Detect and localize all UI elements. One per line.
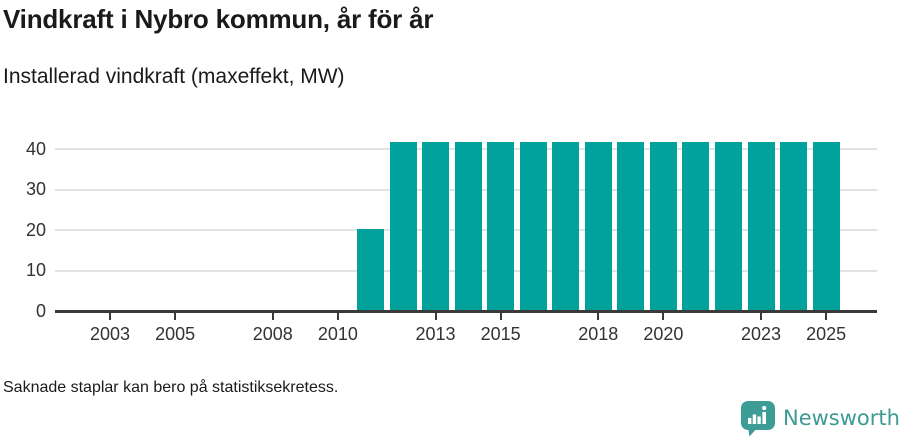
- x-tick-label-2005: 2005: [155, 324, 196, 344]
- bar-2018: [584, 142, 612, 310]
- bar-2024: [780, 142, 808, 310]
- x-tick-2010: [336, 313, 339, 320]
- chart-title: Vindkraft i Nybro kommun, år för år: [3, 4, 434, 34]
- bar-2017: [552, 142, 580, 310]
- y-tick-label-0: 0: [35, 300, 46, 321]
- y-tick-label-30: 30: [25, 179, 46, 200]
- x-tick-2015: [499, 313, 502, 320]
- x-tick-label-2015: 2015: [480, 324, 521, 344]
- x-tick-2003: [109, 313, 112, 320]
- x-tick-label-2010: 2010: [317, 324, 358, 344]
- y-tick-label-40: 40: [25, 138, 46, 159]
- newsworthy-logo-icon: [741, 401, 775, 437]
- bar-2014: [454, 142, 482, 310]
- x-tick-label-2003: 2003: [90, 324, 131, 344]
- x-tick-2013: [434, 313, 437, 320]
- bar-2015: [487, 142, 515, 310]
- bar-2021: [682, 142, 710, 310]
- bar-2016: [519, 142, 547, 310]
- y-tick-label-20: 20: [25, 219, 46, 240]
- x-tick-2020: [662, 313, 665, 320]
- x-tick-label-2018: 2018: [578, 324, 619, 344]
- bar-2025: [812, 142, 840, 310]
- bar-2013: [422, 142, 450, 310]
- footnote: Saknade staplar kan bero på statistiksek…: [3, 379, 339, 396]
- x-tick-label-2008: 2008: [252, 324, 293, 344]
- newsworthy-logo: Newsworthy: [739, 399, 900, 437]
- bar-2012: [389, 142, 417, 310]
- x-tick-label-2023: 2023: [741, 324, 782, 344]
- x-tick-2008: [271, 313, 274, 320]
- bar-2019: [617, 142, 645, 310]
- x-tick-2023: [760, 313, 763, 320]
- newsworthy-logo-text: Newsworthy: [783, 406, 900, 430]
- bar-2022: [715, 142, 742, 310]
- chart-subtitle: Installerad vindkraft (maxeffekt, MW): [3, 65, 345, 88]
- x-tick-label-2020: 2020: [643, 324, 684, 344]
- bar-2020: [649, 142, 677, 310]
- x-tick-2025: [825, 313, 828, 320]
- bar-2011: [356, 229, 384, 310]
- x-tick-2005: [174, 313, 177, 320]
- y-tick-label-10: 10: [25, 260, 46, 281]
- x-axis-line: [55, 310, 877, 313]
- x-tick-2018: [597, 313, 600, 320]
- x-tick-label-2013: 2013: [415, 324, 456, 344]
- x-tick-label-2025: 2025: [806, 324, 847, 344]
- bar-2023: [747, 142, 775, 310]
